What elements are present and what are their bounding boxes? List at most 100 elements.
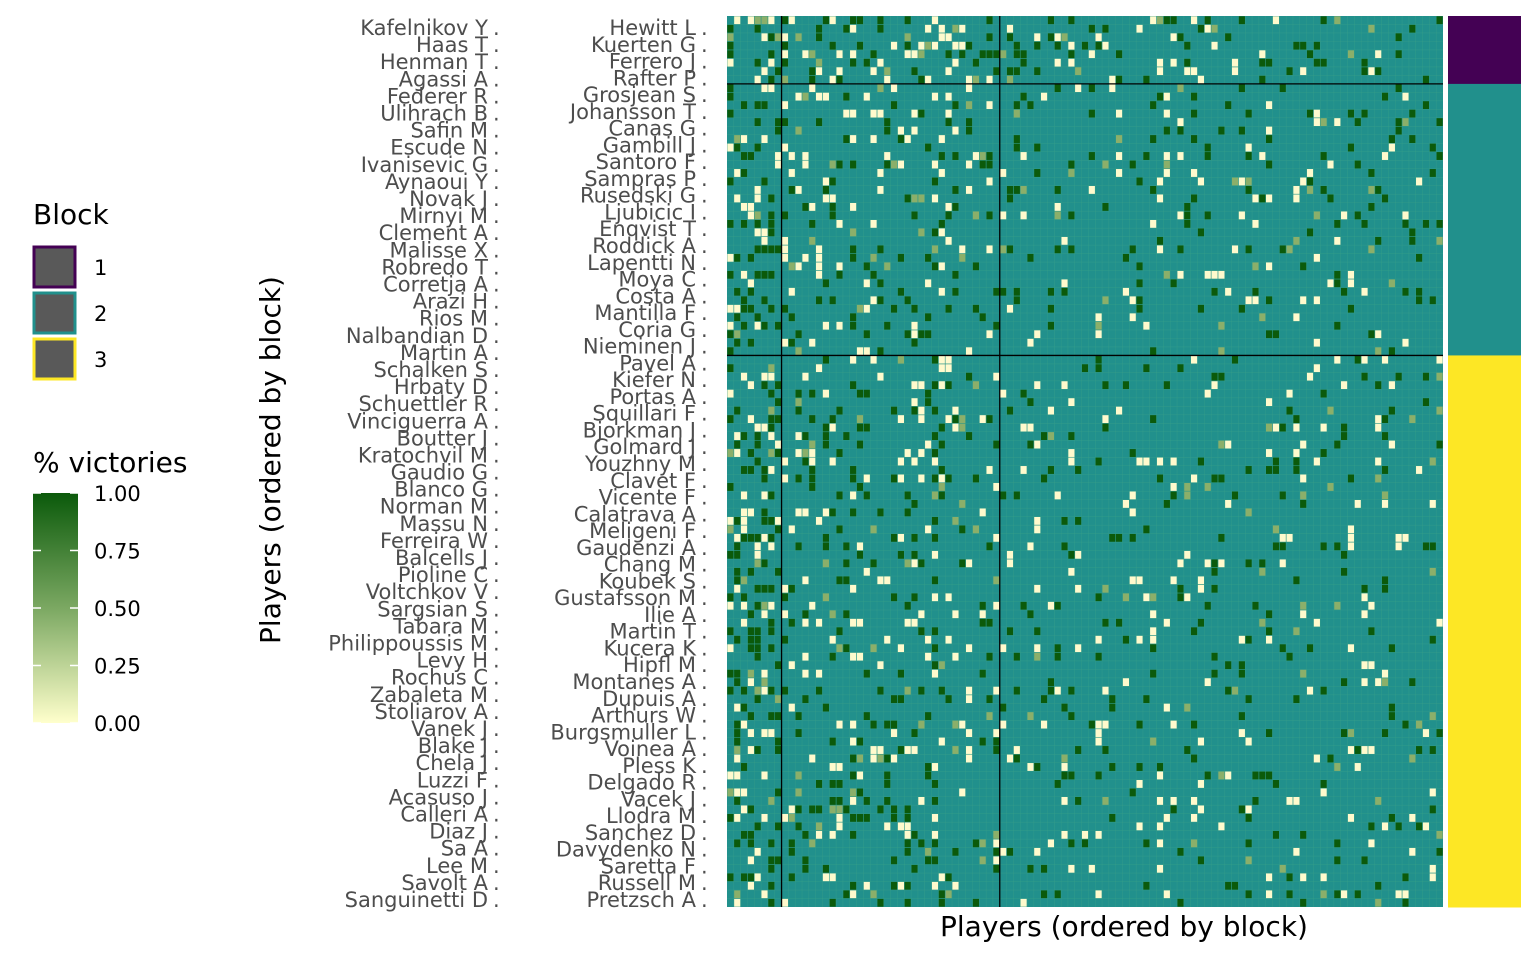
heatmap-cell [938, 287, 945, 296]
y-tick-mark: . [701, 184, 708, 208]
heatmap-cell [1102, 796, 1109, 805]
heatmap-cell [877, 508, 884, 517]
heatmap-cell [727, 644, 734, 653]
heatmap-cell [829, 423, 836, 432]
heatmap-cell [856, 440, 864, 449]
heatmap-cell [761, 33, 768, 42]
heatmap-cell [965, 644, 973, 653]
heatmap-cell [850, 24, 857, 33]
y-tick-mark: . [701, 737, 708, 761]
heatmap-cell [1095, 321, 1102, 330]
heatmap-cell [870, 135, 877, 143]
heatmap-cell [904, 746, 911, 754]
heatmap-cell [740, 805, 748, 814]
heatmap-cell [1361, 610, 1368, 619]
heatmap-cell [952, 720, 959, 729]
heatmap-cell [1245, 245, 1252, 254]
heatmap-cell [1293, 466, 1300, 474]
heatmap-cell [768, 618, 775, 627]
heatmap-cell [965, 75, 973, 84]
heatmap-cell [1197, 75, 1205, 84]
heatmap-cell [754, 652, 761, 661]
heatmap-cell [993, 729, 1000, 737]
y-tick-label: Delgado R [587, 771, 696, 795]
heatmap-cell [747, 279, 754, 288]
heatmap-cell [1163, 381, 1170, 390]
heatmap-cell [925, 24, 932, 33]
heatmap-cell [897, 881, 904, 890]
heatmap-cell [1252, 219, 1259, 228]
heatmap-cell [918, 381, 925, 390]
heatmap-cell [850, 253, 857, 262]
heatmap-cell [815, 686, 823, 695]
heatmap-cell [727, 415, 734, 424]
heatmap-cell [1388, 381, 1395, 390]
heatmap-cell [1266, 466, 1273, 474]
heatmap-cell [877, 746, 884, 754]
heatmap-cell [1306, 644, 1314, 653]
heatmap-cell [1313, 109, 1320, 118]
colorbar-tick-label: 0.00 [94, 712, 141, 736]
heatmap-cell [754, 559, 761, 568]
heatmap-cell [1150, 593, 1157, 602]
heatmap-cell [1013, 186, 1020, 194]
heatmap-cell [1218, 347, 1225, 356]
heatmap-cell [775, 695, 782, 704]
heatmap-cell [740, 491, 748, 500]
heatmap-cell [1102, 686, 1109, 695]
heatmap-cell [727, 58, 734, 67]
heatmap-cell [781, 143, 789, 152]
heatmap-cell [815, 67, 823, 76]
y-tick-label: Gambill J [603, 133, 696, 157]
heatmap-cell [1061, 542, 1068, 551]
heatmap-cell [1252, 601, 1259, 610]
heatmap-cell [734, 839, 741, 848]
y-tick-labels-right: Hewitt L .Kuerten G .Ferrero J .Rafter P .Gr… [550, 16, 707, 912]
heatmap-cell [993, 576, 1000, 585]
heatmap-cell [1381, 669, 1389, 678]
y-tick-label: Burgsmuller L [550, 720, 696, 744]
heatmap-cell [925, 279, 932, 288]
heatmap-cell [1000, 720, 1007, 729]
heatmap-cell [931, 644, 939, 653]
heatmap-cell [795, 449, 802, 457]
heatmap-cell [1218, 126, 1225, 135]
heatmap-cell [925, 763, 932, 771]
heatmap-cell [1279, 533, 1286, 542]
y-tick-label: Chang M [604, 553, 696, 577]
heatmap-cell [1204, 152, 1211, 160]
heatmap-cell [727, 550, 734, 559]
heatmap-cell [815, 364, 823, 373]
heatmap-cell [904, 839, 911, 848]
y-tick-mark: . [701, 502, 708, 526]
heatmap-cell [775, 516, 782, 525]
heatmap-cell [904, 830, 911, 839]
heatmap-cell [829, 805, 836, 814]
y-tick-mark: . [701, 234, 708, 258]
heatmap-cell [1197, 584, 1205, 593]
heatmap-cell [1361, 661, 1368, 670]
y-tick-label: Calleri A [400, 803, 488, 827]
heatmap-cell [993, 67, 1000, 76]
heatmap-cell [822, 533, 829, 542]
heatmap-cell [1163, 16, 1170, 25]
y-tick-label: Santoro F [596, 150, 696, 174]
heatmap-cell [754, 245, 761, 254]
heatmap-cell [1034, 41, 1041, 50]
y-tick-label: Youzhny M [584, 452, 696, 476]
heatmap-cell [1027, 763, 1034, 771]
y-tick-label: Bjorkman J [583, 419, 696, 443]
y-tick-mark: . [493, 324, 500, 348]
heatmap-cell [850, 58, 857, 67]
heatmap-cell [822, 186, 829, 194]
heatmap-cell [1327, 754, 1334, 763]
heatmap-cell [1047, 33, 1055, 42]
heatmap-cell [1020, 92, 1027, 101]
heatmap-cell [1109, 533, 1116, 542]
heatmap-cell [1266, 160, 1273, 169]
heatmap-cell [1354, 763, 1361, 771]
heatmap-cell [1402, 890, 1409, 899]
heatmap-cell [1197, 228, 1205, 237]
heatmap-cell [815, 24, 823, 33]
heatmap-cell [897, 533, 904, 542]
